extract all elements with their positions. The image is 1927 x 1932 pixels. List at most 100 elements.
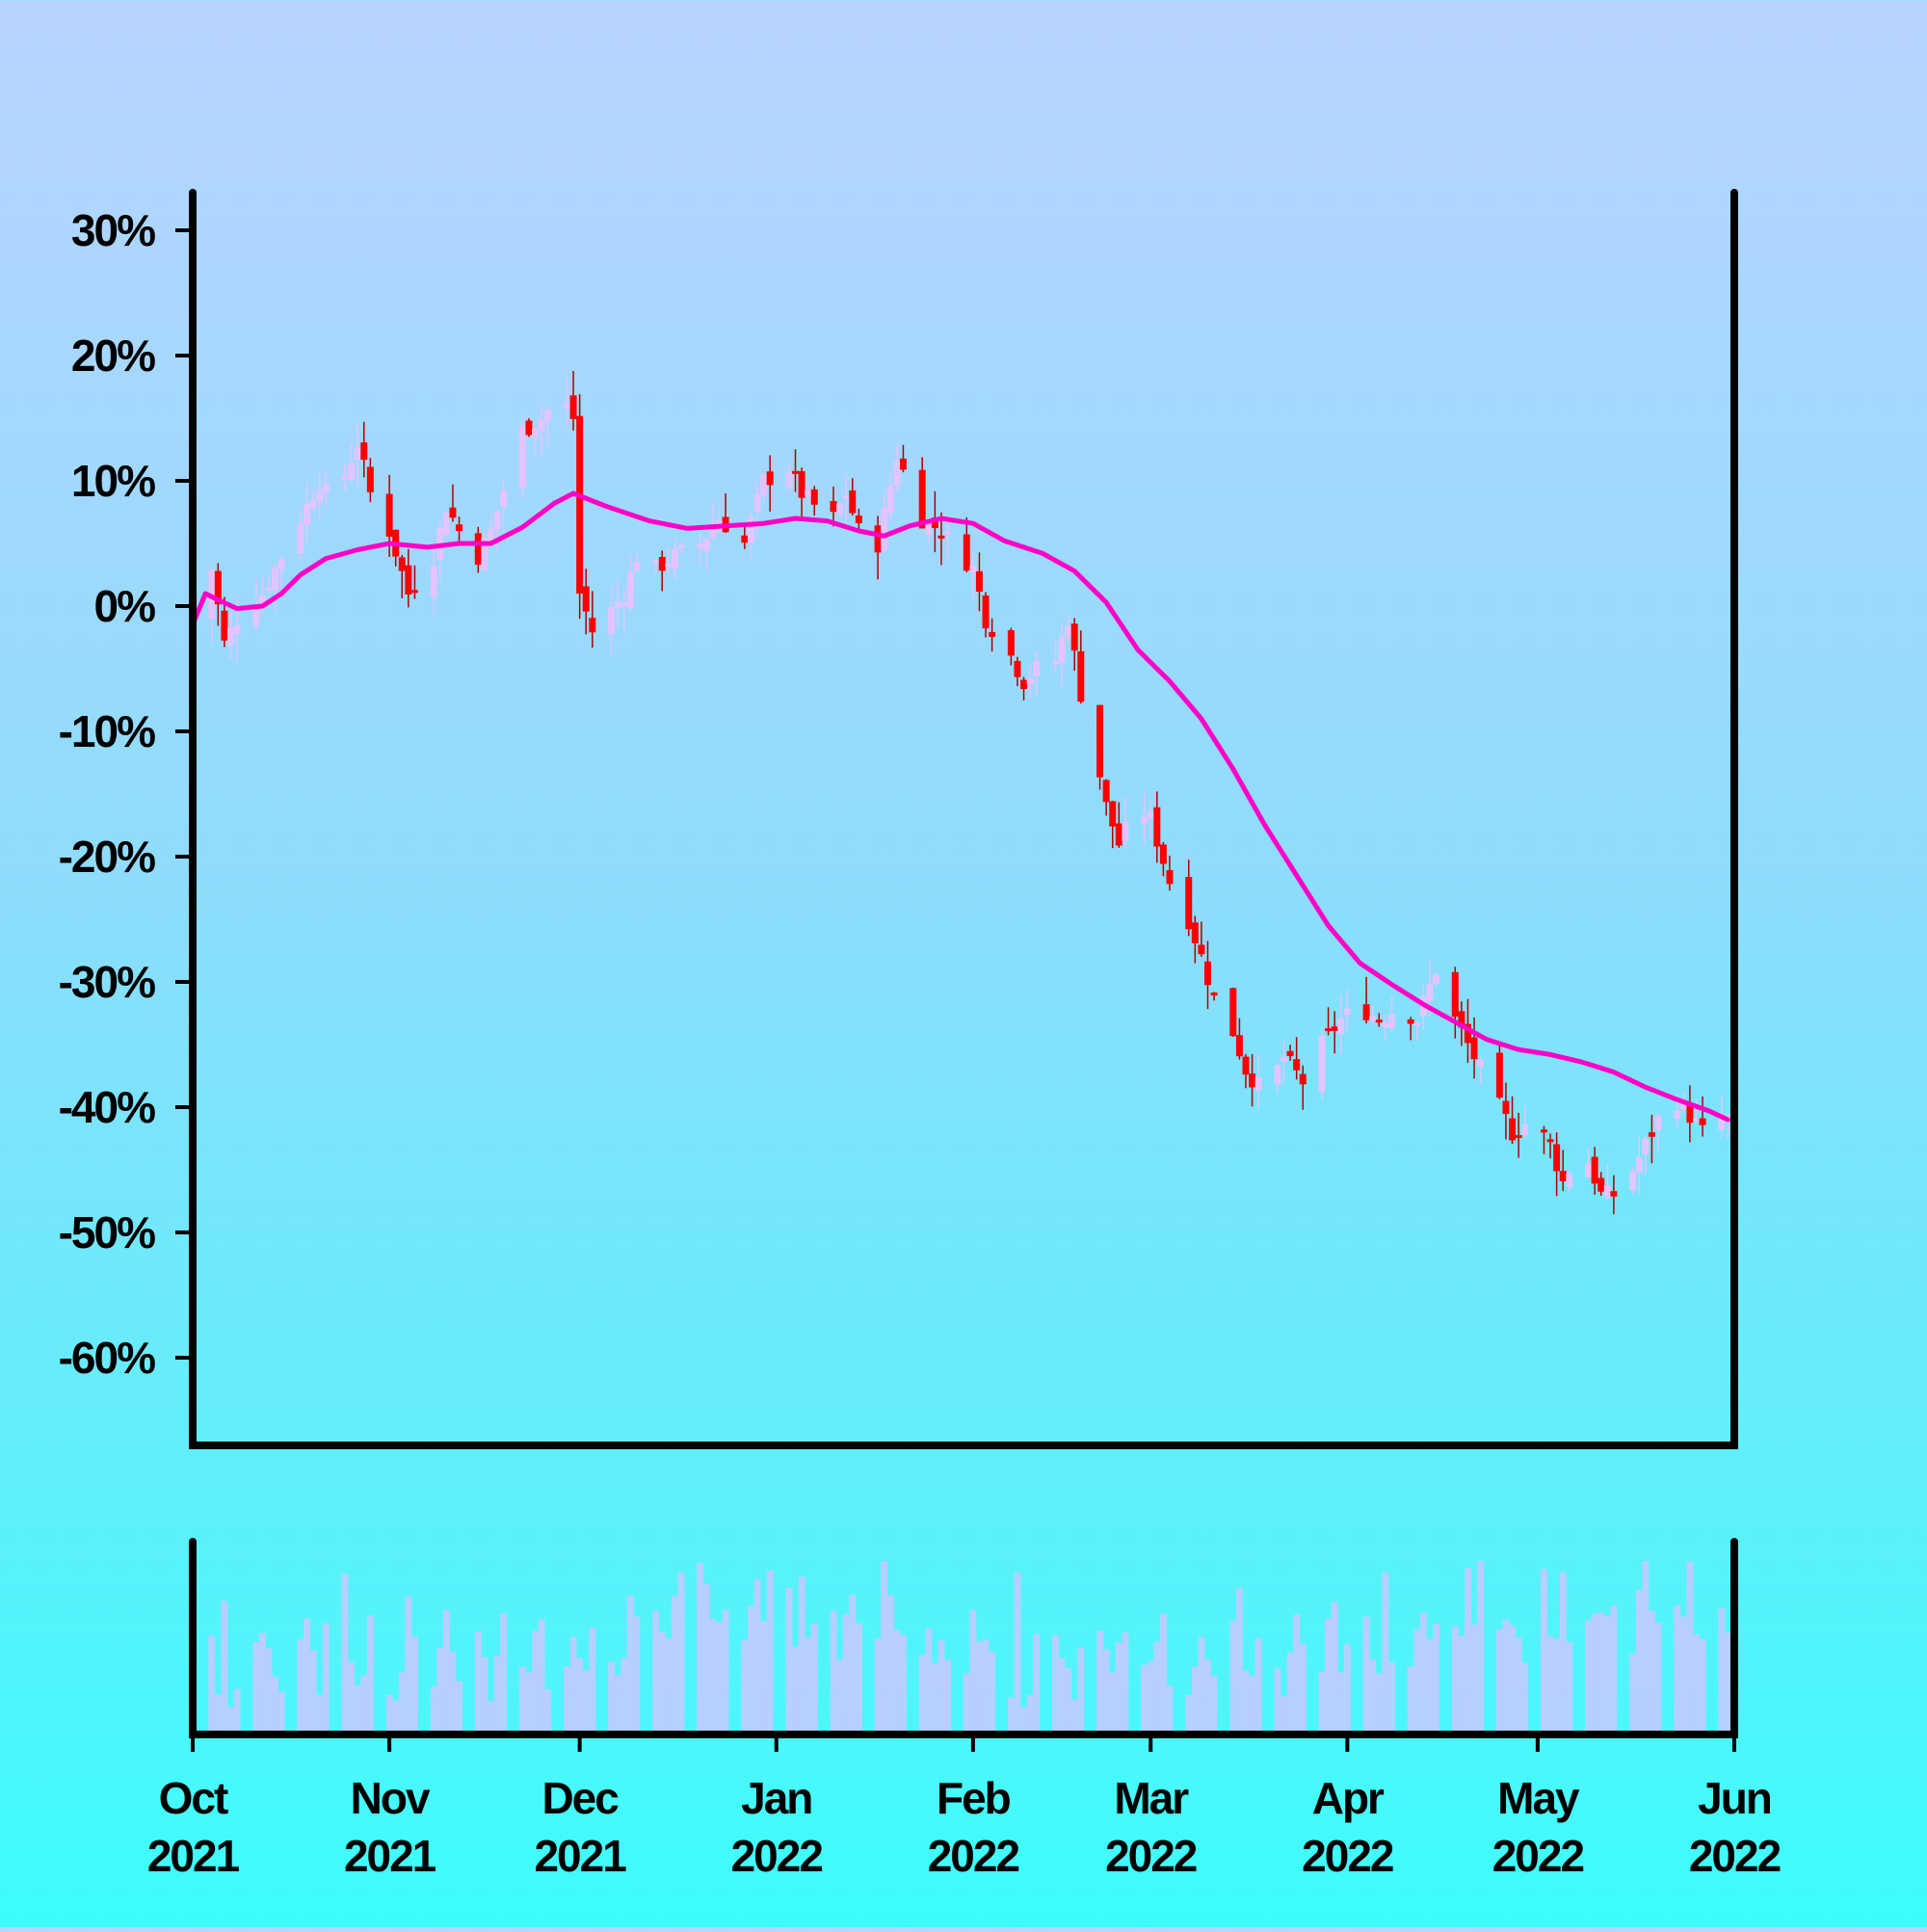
candle-body — [918, 469, 926, 529]
volume-bar — [405, 1596, 412, 1734]
candle — [1191, 915, 1199, 964]
volume-bar — [1166, 1685, 1174, 1734]
candle-body — [258, 595, 266, 607]
volume-bar — [899, 1634, 907, 1734]
candle — [805, 481, 812, 506]
candle — [658, 550, 666, 592]
x-axis-ticks: Oct 2021 Nov 2021 Dec 2021 Jan 2022 Feb 2022 Mar 20… — [147, 1734, 1782, 1881]
volume-bar — [1033, 1633, 1041, 1734]
candle-body — [456, 524, 463, 532]
candle-body — [221, 610, 228, 641]
candle — [1274, 1062, 1281, 1094]
volume-bar — [341, 1573, 349, 1734]
candle-body — [1147, 811, 1154, 818]
volume-bar — [385, 1694, 393, 1734]
volume-bar — [449, 1652, 457, 1734]
candle — [671, 540, 678, 581]
volume-bar — [398, 1672, 406, 1734]
candle-body — [665, 564, 673, 568]
candle-body — [969, 566, 977, 573]
volume-bar — [1509, 1625, 1517, 1734]
volume-bar — [608, 1661, 616, 1734]
candle-body — [1515, 1135, 1522, 1139]
candle-body — [430, 565, 437, 597]
volume-bar — [1318, 1671, 1326, 1734]
volume-bar — [1337, 1672, 1345, 1734]
candle — [626, 552, 634, 613]
candle-body — [252, 607, 260, 626]
candle — [1502, 1082, 1510, 1140]
volume-bar — [677, 1573, 685, 1734]
volume-bar — [652, 1610, 660, 1734]
volume-bar — [366, 1615, 374, 1734]
candle — [963, 516, 970, 572]
candle-body — [481, 537, 488, 570]
volume-bar — [1242, 1670, 1250, 1734]
candle — [316, 470, 324, 520]
candle — [1559, 1150, 1567, 1191]
volume-bar — [493, 1655, 501, 1734]
candle-body — [1026, 678, 1034, 685]
x-tick-month: Jan — [741, 1773, 811, 1823]
volume-bar — [410, 1636, 418, 1734]
x-tick-year: 2022 — [1302, 1831, 1393, 1881]
candle-body — [1286, 1050, 1294, 1056]
x-tick-month: Dec — [541, 1773, 619, 1823]
candle-body — [785, 472, 793, 488]
candle — [1629, 1166, 1637, 1196]
volume-bar — [589, 1628, 596, 1734]
volume-bar — [481, 1656, 488, 1734]
candle-body — [747, 517, 754, 543]
candle — [1198, 921, 1205, 957]
x-tick-month: Nov — [351, 1773, 431, 1823]
volume-bar — [430, 1685, 437, 1734]
candle — [982, 592, 990, 638]
candle — [354, 424, 361, 487]
candle — [456, 516, 463, 545]
candle — [1235, 1018, 1243, 1060]
volume-bar — [1274, 1668, 1281, 1734]
candle — [518, 418, 526, 498]
candle — [1515, 1112, 1522, 1158]
candle-body — [410, 590, 418, 594]
candle-body — [1109, 801, 1117, 827]
volume-bar — [766, 1570, 774, 1734]
candle — [525, 418, 533, 437]
candle — [493, 510, 501, 551]
candle — [1033, 650, 1041, 697]
candle-body — [1470, 1037, 1478, 1060]
candle-body — [1070, 623, 1078, 651]
volume-bar — [1597, 1612, 1605, 1734]
candle-body — [753, 493, 761, 512]
volume-bar — [1299, 1644, 1307, 1734]
candle-body — [1362, 1004, 1370, 1020]
moving-average-line — [190, 490, 1730, 1123]
candle-body — [354, 447, 361, 460]
candle-body — [1654, 1116, 1662, 1130]
volume-bar — [538, 1619, 545, 1734]
candle-body — [1521, 1124, 1529, 1136]
x-tick-year: 2022 — [1492, 1831, 1584, 1881]
candle-body — [405, 565, 412, 595]
volume-bar — [1603, 1616, 1611, 1734]
volume-bar — [785, 1587, 793, 1734]
candle — [1203, 940, 1211, 1010]
candle-body — [1629, 1171, 1637, 1191]
candle-body — [309, 500, 317, 509]
candle-body — [366, 466, 374, 492]
candle — [1331, 1011, 1338, 1054]
volume-bar — [1413, 1628, 1421, 1734]
volume-bar — [1102, 1649, 1110, 1734]
candle-body — [1553, 1144, 1561, 1172]
candle-body — [614, 601, 621, 609]
volume-bar — [1407, 1666, 1414, 1734]
candle-body — [1235, 1035, 1243, 1057]
volume-bar — [747, 1605, 754, 1734]
candle-body — [620, 602, 628, 606]
candle — [1077, 630, 1085, 704]
y-axis-ticks: 30% 20% 10% 0% -10% -20% -30% -40% -50% -60% — [59, 205, 193, 1383]
candle — [798, 467, 805, 517]
volume-bar — [442, 1610, 450, 1734]
candle — [576, 394, 584, 620]
candle — [258, 576, 266, 615]
